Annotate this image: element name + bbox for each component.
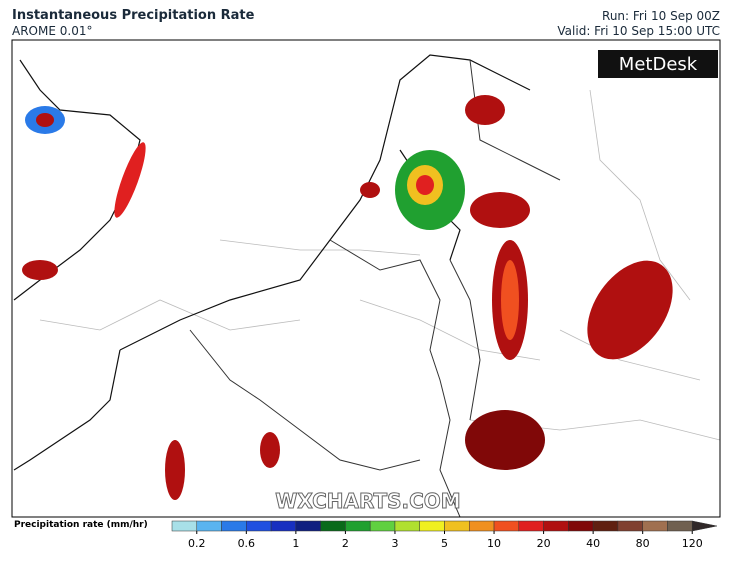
colorbar-swatch — [419, 520, 445, 532]
legend-label: Precipitation rate (mm/hr) — [14, 520, 148, 530]
colorbar-swatch — [221, 520, 247, 532]
valid-time: Valid: Fri 10 Sep 15:00 UTC — [557, 24, 720, 38]
colorbar-swatch — [394, 520, 420, 532]
colorbar-swatch — [592, 520, 619, 532]
colorbar-tick-label: 1 — [292, 537, 299, 550]
logo: MetDesk — [619, 54, 698, 75]
colorbar-swatch — [171, 520, 198, 532]
colorbar-swatch — [617, 520, 643, 532]
colorbar-swatch — [246, 520, 272, 532]
precipitation — [22, 95, 673, 500]
colorbar-swatch — [270, 520, 297, 532]
colorbar-swatch — [444, 520, 470, 532]
colorbar-tick-label: 20 — [537, 537, 551, 550]
title: Instantaneous Precipitation Rate — [12, 8, 255, 23]
run-time: Run: Fri 10 Sep 00Z — [602, 9, 720, 23]
colorbar-tick-label: 80 — [636, 537, 650, 550]
subtitle: AROME 0.01° — [12, 24, 93, 38]
colorbar-swatch — [369, 520, 396, 532]
colorbar-swatch — [345, 520, 371, 532]
colorbar-tick-label: 0.6 — [238, 537, 256, 550]
map-frame — [11, 39, 721, 518]
colorbar: 0.2 0.6 1 2 3 5 10 20 40 80 120 — [171, 520, 718, 550]
watermark: WXCHARTS.COM — [275, 489, 460, 513]
colorbar-swatch — [320, 520, 346, 532]
colorbar-swatch — [518, 520, 544, 532]
colorbar-tick-label: 0.2 — [188, 537, 206, 550]
colorbar-swatch — [642, 520, 668, 532]
logo-box — [598, 50, 718, 78]
colorbar-tick-label: 40 — [586, 537, 600, 550]
colorbar-tick-label: 2 — [342, 537, 349, 550]
colorbar-swatch — [667, 520, 693, 532]
colorbar-swatch — [196, 520, 222, 532]
colorbar-tick-label: 10 — [487, 537, 501, 550]
colorbar-swatch — [295, 520, 321, 532]
colorbar-tick-label: 120 — [682, 537, 703, 550]
colorbar-tick-label: 3 — [391, 537, 398, 550]
colorbar-tick-label: 5 — [441, 537, 448, 550]
colorbar-swatch — [543, 520, 569, 532]
map-background — [12, 40, 720, 517]
colorbar-swatch — [493, 520, 520, 532]
colorbar-swatch — [568, 520, 594, 532]
colorbar-swatch — [469, 520, 495, 532]
colorbar-arrow — [691, 520, 718, 532]
